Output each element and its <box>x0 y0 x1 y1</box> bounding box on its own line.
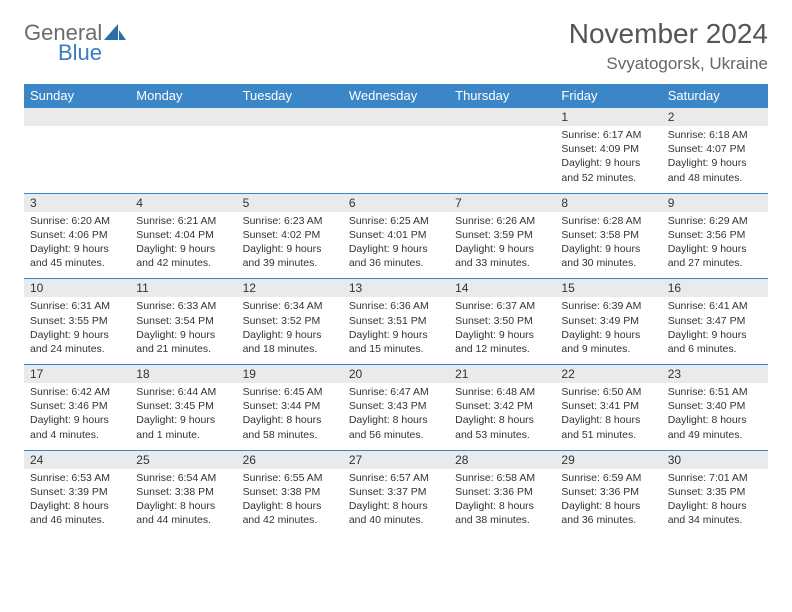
day-details-cell: Sunrise: 6:18 AMSunset: 4:07 PMDaylight:… <box>662 126 768 193</box>
weekday-header: Monday <box>130 84 236 108</box>
weekday-header: Saturday <box>662 84 768 108</box>
brand-text: General Blue <box>24 22 126 64</box>
day-number-cell: 10 <box>24 279 130 298</box>
day-details-cell: Sunrise: 6:57 AMSunset: 3:37 PMDaylight:… <box>343 469 449 536</box>
day-details-cell: Sunrise: 6:31 AMSunset: 3:55 PMDaylight:… <box>24 297 130 364</box>
day-details-cell: Sunrise: 6:45 AMSunset: 3:44 PMDaylight:… <box>237 383 343 450</box>
day-number-cell: 25 <box>130 450 236 469</box>
day-number-cell: 3 <box>24 193 130 212</box>
day-details-cell: Sunrise: 6:25 AMSunset: 4:01 PMDaylight:… <box>343 212 449 279</box>
title-block: November 2024 Svyatogorsk, Ukraine <box>569 18 768 74</box>
day-number-cell <box>237 108 343 127</box>
day-number-cell: 30 <box>662 450 768 469</box>
day-number-cell: 1 <box>555 108 661 127</box>
day-details-cell: Sunrise: 6:20 AMSunset: 4:06 PMDaylight:… <box>24 212 130 279</box>
day-number-cell: 8 <box>555 193 661 212</box>
day-number-row: 24252627282930 <box>24 450 768 469</box>
day-number-cell: 18 <box>130 365 236 384</box>
day-details-cell: Sunrise: 6:26 AMSunset: 3:59 PMDaylight:… <box>449 212 555 279</box>
day-details-cell: Sunrise: 6:44 AMSunset: 3:45 PMDaylight:… <box>130 383 236 450</box>
day-details-cell: Sunrise: 6:34 AMSunset: 3:52 PMDaylight:… <box>237 297 343 364</box>
header-row: General Blue November 2024 Svyatogorsk, … <box>24 18 768 74</box>
day-number-cell: 16 <box>662 279 768 298</box>
day-details-row: Sunrise: 6:53 AMSunset: 3:39 PMDaylight:… <box>24 469 768 536</box>
day-details-row: Sunrise: 6:17 AMSunset: 4:09 PMDaylight:… <box>24 126 768 193</box>
day-details-cell: Sunrise: 6:23 AMSunset: 4:02 PMDaylight:… <box>237 212 343 279</box>
location-subtitle: Svyatogorsk, Ukraine <box>569 54 768 74</box>
day-details-cell: Sunrise: 6:48 AMSunset: 3:42 PMDaylight:… <box>449 383 555 450</box>
day-number-cell: 27 <box>343 450 449 469</box>
day-number-cell: 13 <box>343 279 449 298</box>
day-details-cell: Sunrise: 6:39 AMSunset: 3:49 PMDaylight:… <box>555 297 661 364</box>
calendar-table: SundayMondayTuesdayWednesdayThursdayFrid… <box>24 84 768 535</box>
day-number-cell: 26 <box>237 450 343 469</box>
weekday-header: Sunday <box>24 84 130 108</box>
day-details-cell: Sunrise: 6:55 AMSunset: 3:38 PMDaylight:… <box>237 469 343 536</box>
day-number-cell: 11 <box>130 279 236 298</box>
day-details-cell: Sunrise: 6:21 AMSunset: 4:04 PMDaylight:… <box>130 212 236 279</box>
day-number-cell <box>130 108 236 127</box>
day-number-cell: 24 <box>24 450 130 469</box>
day-details-cell: Sunrise: 6:41 AMSunset: 3:47 PMDaylight:… <box>662 297 768 364</box>
day-number-cell: 19 <box>237 365 343 384</box>
day-number-cell: 28 <box>449 450 555 469</box>
day-details-cell: Sunrise: 6:58 AMSunset: 3:36 PMDaylight:… <box>449 469 555 536</box>
day-number-cell: 22 <box>555 365 661 384</box>
day-number-row: 3456789 <box>24 193 768 212</box>
day-details-cell: Sunrise: 6:17 AMSunset: 4:09 PMDaylight:… <box>555 126 661 193</box>
day-details-cell: Sunrise: 6:54 AMSunset: 3:38 PMDaylight:… <box>130 469 236 536</box>
day-details-cell: Sunrise: 6:37 AMSunset: 3:50 PMDaylight:… <box>449 297 555 364</box>
day-number-cell: 29 <box>555 450 661 469</box>
day-details-cell: Sunrise: 6:51 AMSunset: 3:40 PMDaylight:… <box>662 383 768 450</box>
day-number-cell <box>343 108 449 127</box>
brand-logo: General Blue <box>24 22 126 64</box>
day-details-cell <box>24 126 130 193</box>
sail-icon <box>104 22 126 44</box>
day-number-row: 10111213141516 <box>24 279 768 298</box>
day-number-cell: 14 <box>449 279 555 298</box>
month-title: November 2024 <box>569 18 768 50</box>
day-number-cell: 12 <box>237 279 343 298</box>
day-number-cell: 17 <box>24 365 130 384</box>
brand-blue: Blue <box>58 42 126 64</box>
day-number-cell: 21 <box>449 365 555 384</box>
day-details-cell: Sunrise: 6:50 AMSunset: 3:41 PMDaylight:… <box>555 383 661 450</box>
weekday-header: Thursday <box>449 84 555 108</box>
day-number-row: 17181920212223 <box>24 365 768 384</box>
day-details-cell: Sunrise: 6:33 AMSunset: 3:54 PMDaylight:… <box>130 297 236 364</box>
day-details-cell: Sunrise: 7:01 AMSunset: 3:35 PMDaylight:… <box>662 469 768 536</box>
day-details-row: Sunrise: 6:42 AMSunset: 3:46 PMDaylight:… <box>24 383 768 450</box>
day-details-cell <box>343 126 449 193</box>
day-details-row: Sunrise: 6:20 AMSunset: 4:06 PMDaylight:… <box>24 212 768 279</box>
day-number-cell: 6 <box>343 193 449 212</box>
day-details-row: Sunrise: 6:31 AMSunset: 3:55 PMDaylight:… <box>24 297 768 364</box>
day-details-cell: Sunrise: 6:53 AMSunset: 3:39 PMDaylight:… <box>24 469 130 536</box>
day-details-cell <box>237 126 343 193</box>
day-number-cell: 20 <box>343 365 449 384</box>
day-number-cell: 15 <box>555 279 661 298</box>
weekday-header: Friday <box>555 84 661 108</box>
day-number-cell: 9 <box>662 193 768 212</box>
day-number-cell: 2 <box>662 108 768 127</box>
day-number-cell: 5 <box>237 193 343 212</box>
day-details-cell <box>130 126 236 193</box>
day-number-row: 12 <box>24 108 768 127</box>
day-number-cell: 4 <box>130 193 236 212</box>
day-details-cell <box>449 126 555 193</box>
day-number-cell: 7 <box>449 193 555 212</box>
day-details-cell: Sunrise: 6:28 AMSunset: 3:58 PMDaylight:… <box>555 212 661 279</box>
day-number-cell <box>24 108 130 127</box>
calendar-page: General Blue November 2024 Svyatogorsk, … <box>0 0 792 553</box>
day-details-cell: Sunrise: 6:47 AMSunset: 3:43 PMDaylight:… <box>343 383 449 450</box>
day-details-cell: Sunrise: 6:59 AMSunset: 3:36 PMDaylight:… <box>555 469 661 536</box>
day-number-cell: 23 <box>662 365 768 384</box>
weekday-header-row: SundayMondayTuesdayWednesdayThursdayFrid… <box>24 84 768 108</box>
weekday-header: Tuesday <box>237 84 343 108</box>
day-number-cell <box>449 108 555 127</box>
day-details-cell: Sunrise: 6:42 AMSunset: 3:46 PMDaylight:… <box>24 383 130 450</box>
day-details-cell: Sunrise: 6:36 AMSunset: 3:51 PMDaylight:… <box>343 297 449 364</box>
weekday-header: Wednesday <box>343 84 449 108</box>
day-details-cell: Sunrise: 6:29 AMSunset: 3:56 PMDaylight:… <box>662 212 768 279</box>
